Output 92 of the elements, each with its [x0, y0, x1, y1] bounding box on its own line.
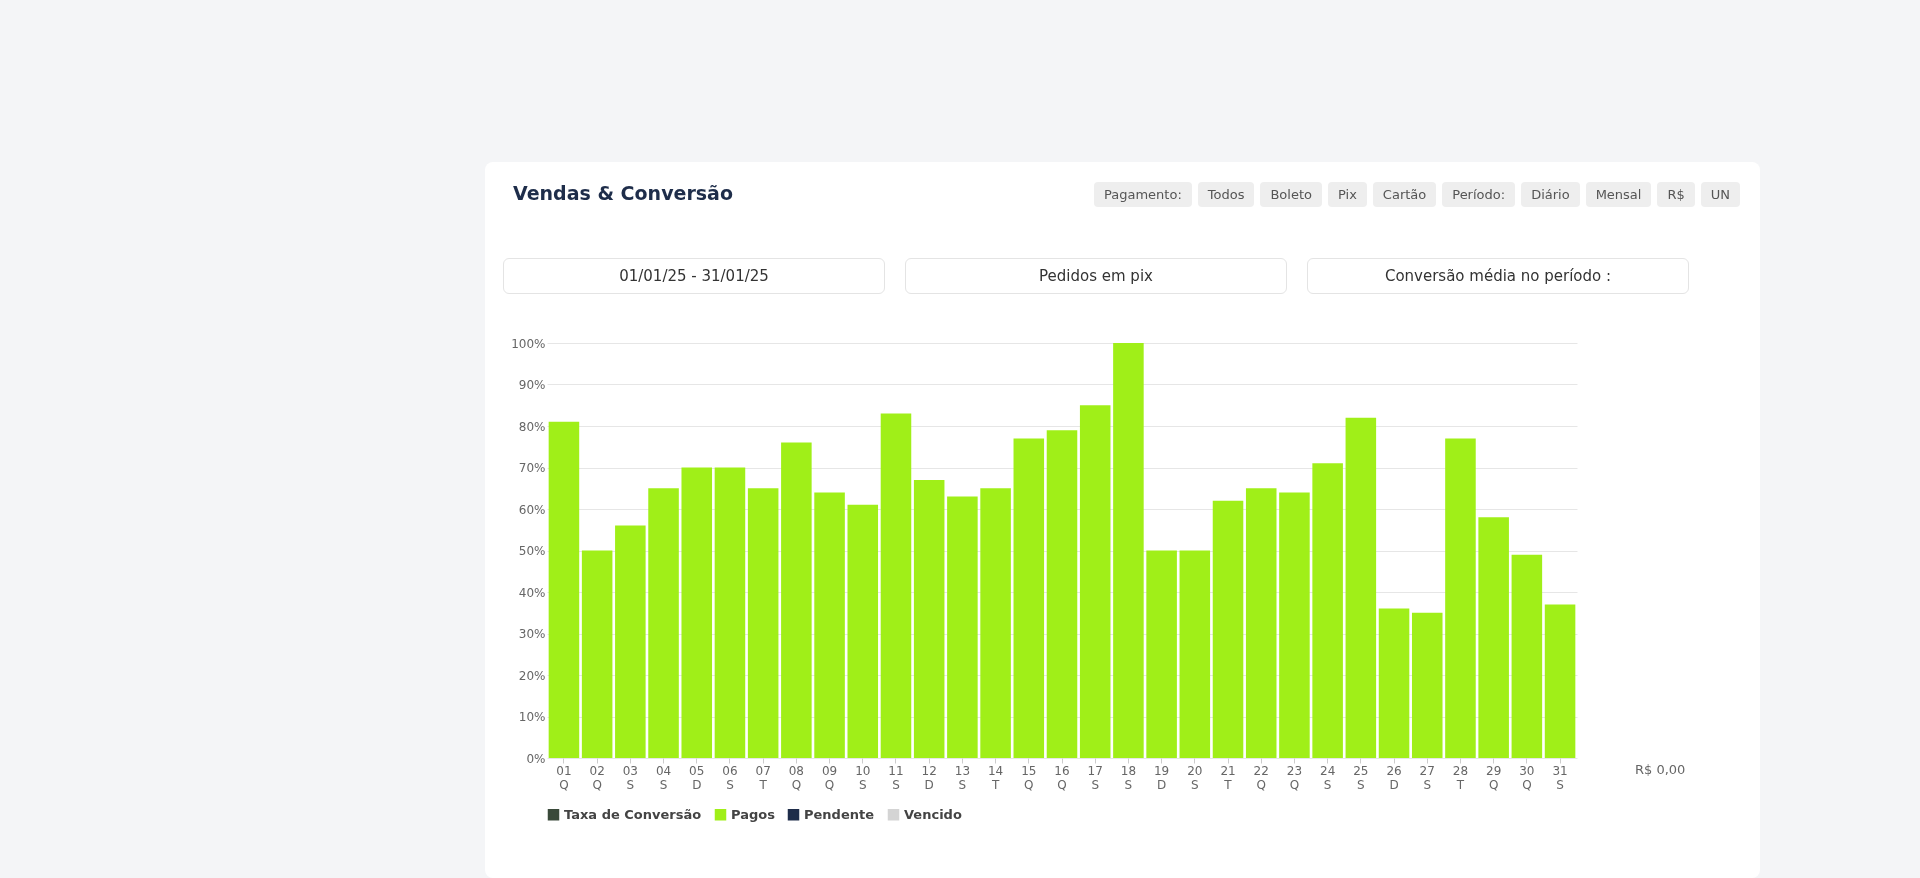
bar [747, 488, 779, 758]
bar [681, 467, 713, 758]
text: Pedidos em pix [905, 258, 1287, 294]
bar [847, 504, 879, 758]
text: Período: [1442, 182, 1516, 207]
text: UN [1700, 182, 1740, 207]
bar [648, 488, 679, 758]
x-tick-label: 02 Q [589, 763, 605, 792]
y-tick-label: 50% [518, 544, 546, 558]
bar [980, 488, 1011, 758]
x-tick-label: 06 S [722, 763, 738, 792]
x-tick-label: 23 Q [1286, 763, 1303, 792]
bar [1411, 612, 1443, 758]
x-tick-label: 03 S [622, 763, 638, 792]
text: R$ [1657, 182, 1695, 207]
x-tick-label: 27 S [1419, 763, 1435, 792]
bar [1046, 430, 1078, 758]
x-tick-label: 22 Q [1253, 763, 1269, 792]
bar [880, 413, 912, 758]
y-tick-label: 70% [518, 461, 546, 475]
bar [714, 467, 746, 758]
x-tick-label: 20 S [1187, 763, 1203, 792]
x-tick-label: 13 S [954, 763, 971, 792]
x-tick-label: 01 Q [556, 763, 572, 792]
y-tick-label: 90% [518, 378, 546, 392]
x-tick-label: 30 Q [1519, 763, 1535, 792]
x-tick-label: 21 T [1220, 763, 1236, 792]
text: Boleto [1260, 182, 1322, 207]
bar [1113, 343, 1144, 758]
bar [1212, 500, 1244, 758]
x-tick-label: 28 T [1452, 763, 1469, 792]
y-tick-label: 80% [518, 419, 546, 434]
text: Pagamento: [1093, 182, 1192, 207]
bar [947, 496, 978, 758]
legend-label: Pendente [804, 806, 875, 822]
bar [1146, 550, 1177, 758]
x-tick-label: 10 S [855, 763, 871, 792]
bar [1511, 554, 1543, 758]
legend-label: Taxa de Conversão [564, 806, 702, 822]
legend-label: Vencido [904, 806, 962, 822]
x-tick-label: 31 S [1552, 763, 1568, 792]
x-tick-label: 24 S [1319, 763, 1336, 792]
x-tick-label: 07 T [755, 763, 771, 792]
y-tick-label: 10% [518, 710, 546, 724]
bar [1312, 463, 1343, 758]
bar [781, 442, 812, 758]
y-tick-label: 20% [518, 668, 546, 683]
x-tick-label: 12 D [921, 763, 937, 792]
x-tick-label: 15 Q [1021, 763, 1037, 792]
x-tick-label: 08 Q [788, 763, 805, 792]
bar [814, 492, 845, 758]
x-tick-label: 18 S [1120, 763, 1137, 792]
x-tick-label: 16 Q [1054, 763, 1070, 792]
x-tick-label: 26 D [1386, 763, 1402, 792]
y-tick-label: 0% [526, 751, 546, 766]
text: Diário [1521, 182, 1580, 207]
x-tick-label: 11 S [888, 763, 904, 792]
bar [1179, 550, 1211, 758]
x-tick-label: 25 S [1353, 763, 1369, 792]
bar [1544, 604, 1576, 758]
text: R$ 0,00 [1635, 762, 1686, 777]
x-tick-label: 04 S [655, 763, 672, 792]
bar [615, 525, 646, 758]
text: Todos [1197, 182, 1255, 207]
chart-title: Vendas & Conversão [513, 182, 733, 204]
x-tick-label: 14 T [987, 763, 1004, 792]
y-tick-label: 30% [518, 627, 546, 641]
text: Pix [1327, 182, 1367, 207]
text: Mensal [1585, 182, 1652, 207]
text: Conversão média no período : [1307, 258, 1689, 294]
x-tick-label: 05 D [689, 763, 705, 792]
bar [581, 550, 613, 758]
bar [1478, 517, 1509, 758]
bar [1345, 417, 1377, 758]
x-tick-label: 19 D [1153, 763, 1170, 792]
legend-label: Pagos [731, 806, 776, 822]
text: 01/01/25 - 31/01/25 [503, 258, 885, 294]
y-tick-label: 100% [511, 336, 546, 351]
bar [548, 421, 580, 758]
bar [1279, 492, 1310, 758]
x-tick-label: 29 Q [1486, 763, 1502, 792]
y-tick-label: 40% [518, 585, 546, 600]
y-tick-label: 60% [518, 502, 546, 517]
bar [1378, 608, 1410, 758]
bar [1245, 488, 1277, 758]
bar [1013, 438, 1045, 758]
bar [913, 479, 945, 758]
text: Cartão [1372, 182, 1437, 207]
bar [1445, 438, 1476, 758]
bar [1079, 405, 1111, 758]
x-tick-label: 09 Q [821, 763, 838, 792]
x-tick-label: 17 S [1087, 763, 1103, 792]
